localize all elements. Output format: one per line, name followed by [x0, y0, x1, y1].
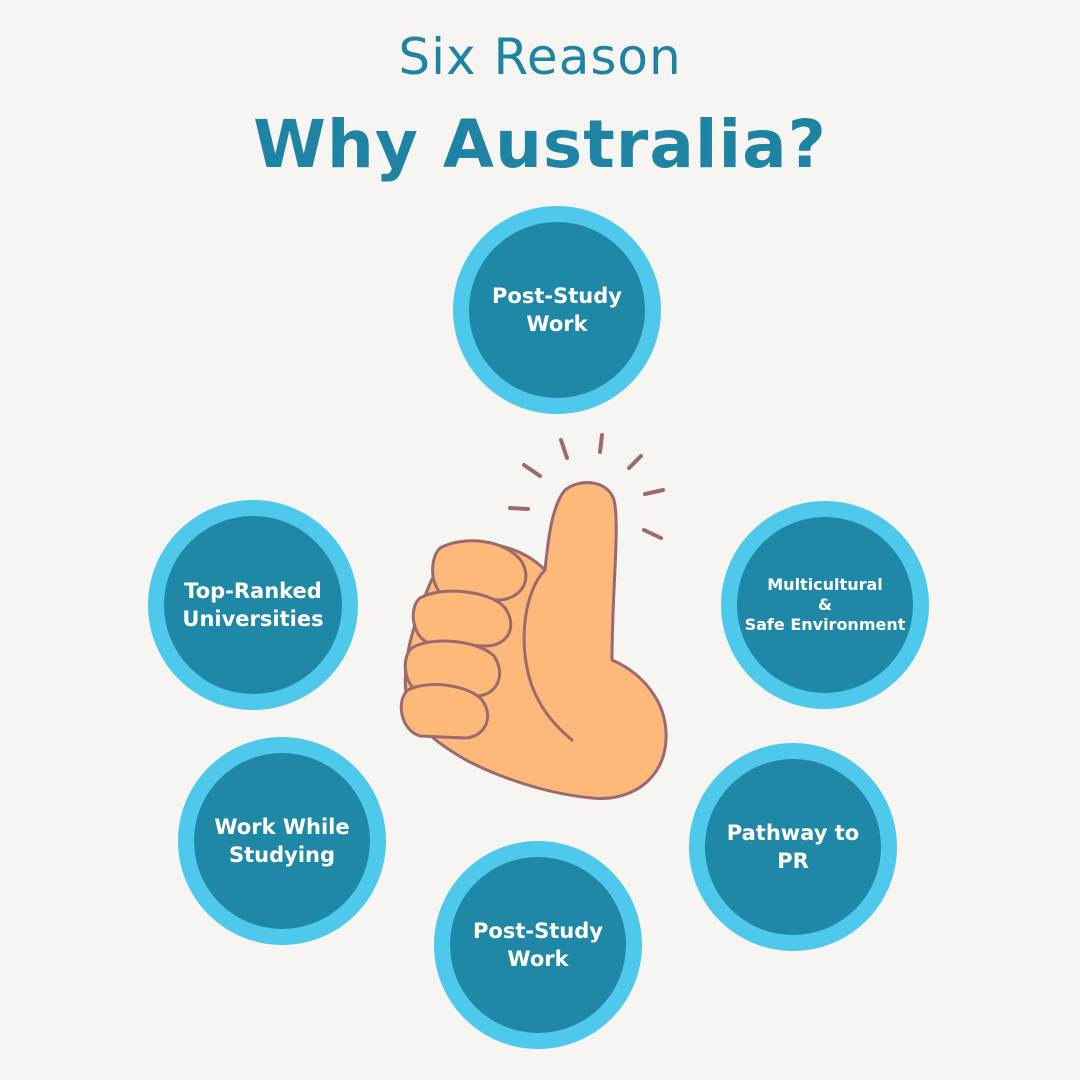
reason-label-line: PR	[777, 849, 809, 873]
reason-label-line: Work	[507, 947, 569, 971]
reason-label-line: Universities	[182, 607, 324, 631]
reason-label-line: Safe Environment	[744, 615, 906, 634]
heading-subtitle: Six Reason	[398, 28, 682, 86]
reason-circle-inner: Post-Study Work	[450, 857, 626, 1033]
reason-label-line: Multicultural	[767, 575, 883, 594]
reason-circle-multicultural-safe-environment: Multicultural & Safe Environment	[721, 501, 929, 709]
reason-label-line: Work	[526, 312, 588, 336]
reason-label-line: Pathway to	[726, 821, 860, 845]
reason-circle-post-study-work-top: Post-Study Work	[453, 206, 661, 414]
reason-label-line: &	[818, 595, 832, 614]
heading-title: Why Australia?	[253, 106, 827, 183]
thumbs-up-icon	[399, 433, 668, 800]
reason-label-line: Top-Ranked	[184, 579, 322, 603]
reason-circle-top-ranked-universities: Top-Ranked Universities	[148, 500, 358, 710]
reason-circle-pathway-to-pr: Pathway to PR	[689, 743, 897, 951]
reason-circle-inner: Work While Studying	[194, 753, 370, 929]
reason-label-line: Work While	[214, 815, 350, 839]
reason-label-line: Post-Study	[492, 284, 622, 308]
reason-circle-inner: Multicultural & Safe Environment	[737, 517, 913, 693]
reason-circle-inner: Post-Study Work	[469, 222, 645, 398]
reason-label-line: Post-Study	[473, 919, 603, 943]
reason-circle-work-while-studying: Work While Studying	[178, 737, 386, 945]
reason-label-line: Studying	[228, 843, 335, 867]
reason-circle-inner: Pathway to PR	[705, 759, 881, 935]
reason-circle-inner: Top-Ranked Universities	[164, 516, 342, 694]
reason-circle-post-study-work-bottom: Post-Study Work	[434, 841, 642, 1049]
